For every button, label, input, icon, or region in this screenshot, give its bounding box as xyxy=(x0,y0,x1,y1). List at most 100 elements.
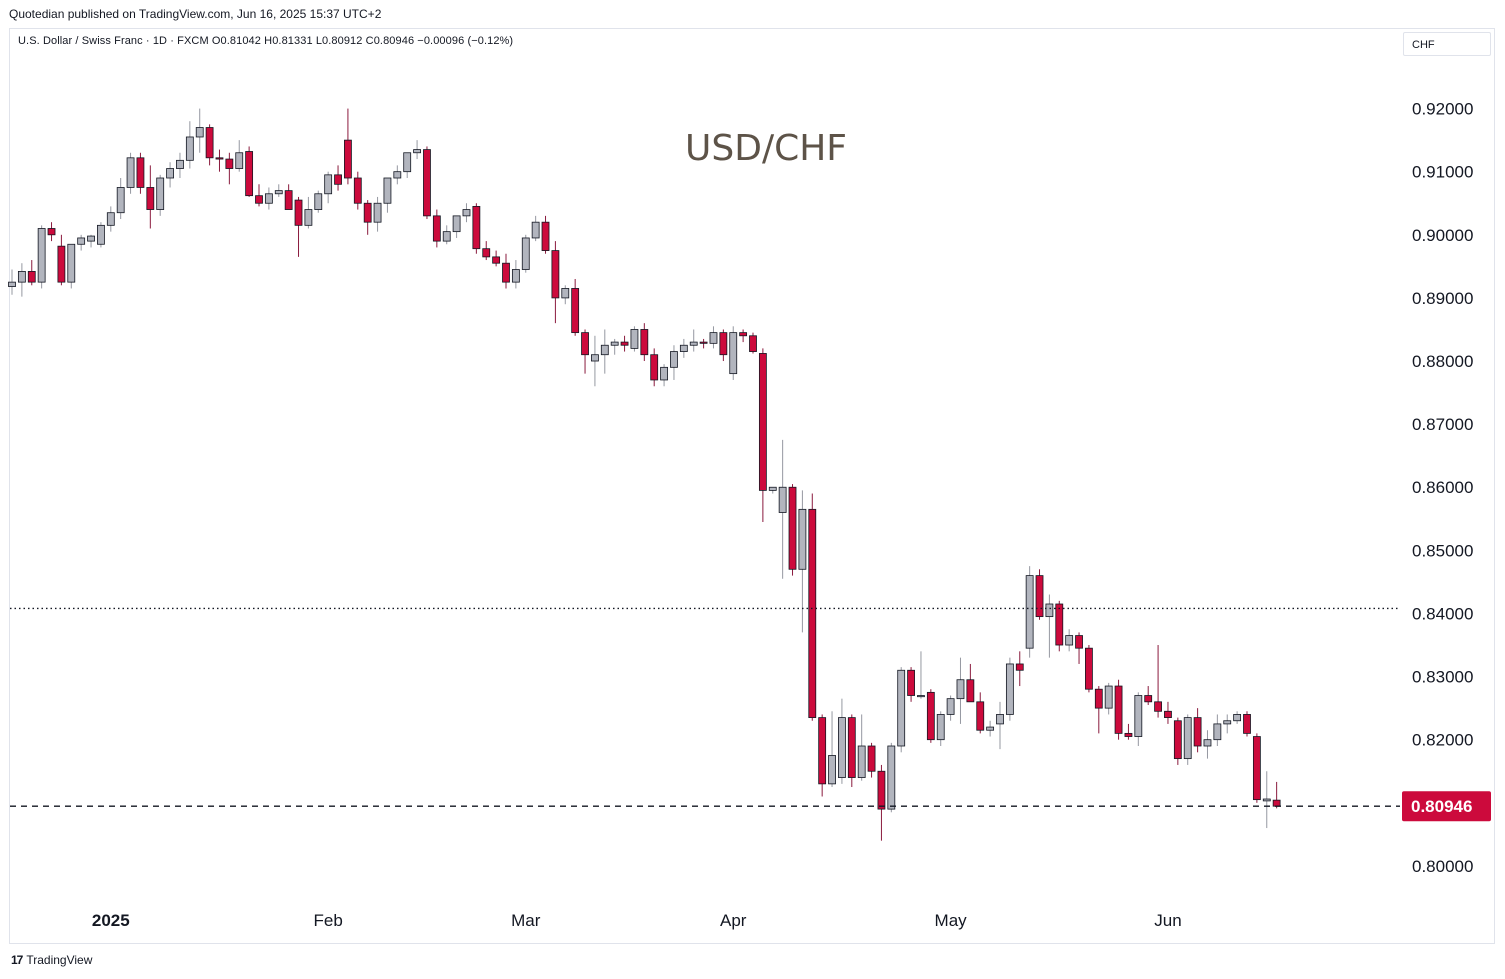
candle-body xyxy=(996,714,1004,725)
last-price-label: 0.80946 xyxy=(1411,797,1472,816)
x-tick-label: Apr xyxy=(720,911,747,930)
candle-body xyxy=(660,366,668,381)
candle-body xyxy=(274,190,283,195)
candle-body xyxy=(1025,575,1034,649)
candle-body xyxy=(57,245,66,283)
candle-body xyxy=(87,235,95,242)
candle-body xyxy=(373,202,382,223)
candle-body xyxy=(1233,714,1242,722)
tradingview-logo-icon: 17 xyxy=(11,953,23,967)
candle-body xyxy=(156,177,165,210)
y-axis: 0.92000 0.91000 0.90000 0.89000 0.88000 0.870… xyxy=(1412,100,1473,876)
candle-body xyxy=(689,341,698,346)
candle-body xyxy=(1272,799,1281,807)
currency-selector[interactable]: CHF xyxy=(1403,32,1491,56)
x-tick-label: May xyxy=(935,911,968,930)
candle-body xyxy=(1094,688,1103,709)
candle-body xyxy=(976,701,985,731)
candle-body xyxy=(116,187,125,214)
candle-body xyxy=(1005,663,1014,715)
candle-body xyxy=(531,221,540,239)
y-tick-label: 0.91000 xyxy=(1412,163,1473,182)
candle-body xyxy=(1262,798,1271,802)
candle-body xyxy=(946,698,955,715)
candle-body xyxy=(1114,685,1123,734)
candle-body xyxy=(1124,732,1133,737)
y-tick-label: 0.89000 xyxy=(1412,289,1473,308)
candle-body xyxy=(1065,635,1074,646)
candle-body xyxy=(304,209,313,226)
y-tick-label: 0.84000 xyxy=(1412,604,1473,623)
candle-body xyxy=(47,228,56,236)
x-tick-label: Jun xyxy=(1154,911,1181,930)
candle-body xyxy=(739,332,748,337)
y-tick-label: 0.90000 xyxy=(1412,226,1473,245)
candle-body xyxy=(334,174,342,185)
candle-body xyxy=(37,228,46,283)
candle-body xyxy=(294,199,303,226)
candle-body xyxy=(600,344,609,356)
y-tick-label: 0.83000 xyxy=(1412,668,1473,687)
candle-body xyxy=(1104,685,1113,709)
candle-body xyxy=(897,669,906,747)
candle-body xyxy=(1252,736,1261,801)
candle-body xyxy=(205,127,214,159)
candle-body xyxy=(778,486,787,513)
candle-body xyxy=(452,215,461,233)
footer-brand[interactable]: 17 TradingView xyxy=(11,953,92,967)
candle-body xyxy=(146,187,155,210)
candle-body xyxy=(1045,603,1054,618)
x-tick-label: Mar xyxy=(511,911,541,930)
candle-body xyxy=(571,288,580,334)
candle-body xyxy=(1144,695,1153,703)
candle-body xyxy=(749,335,757,352)
candle-body xyxy=(225,158,234,169)
candle-body xyxy=(383,177,392,204)
candle-body xyxy=(640,329,649,356)
candle-body xyxy=(1055,603,1064,646)
candle-body xyxy=(176,159,184,169)
candle-body xyxy=(610,341,619,346)
candle-body xyxy=(956,679,965,700)
candle-body xyxy=(1183,717,1192,760)
candle-body xyxy=(492,256,501,264)
candle-body xyxy=(521,237,530,270)
candle-body xyxy=(353,177,362,204)
candle-body xyxy=(462,209,471,217)
candle-body xyxy=(887,745,896,810)
candle-body xyxy=(670,351,678,368)
candle-body xyxy=(818,717,827,785)
candle-body xyxy=(215,157,224,160)
y-tick-label: 0.85000 xyxy=(1412,541,1473,560)
candle-body xyxy=(314,193,323,210)
candle-body xyxy=(17,271,26,283)
candle-body xyxy=(413,149,421,154)
candle-body xyxy=(432,215,441,242)
candle-body xyxy=(709,332,718,344)
y-tick-label: 0.82000 xyxy=(1412,731,1473,750)
candle-body xyxy=(551,250,560,299)
candle-body xyxy=(235,152,244,169)
candle-body xyxy=(1075,635,1083,649)
candle-body xyxy=(284,190,293,210)
candle-body xyxy=(1193,717,1202,747)
y-tick-label: 0.86000 xyxy=(1412,478,1473,497)
candle-body xyxy=(1203,739,1212,747)
candle-body xyxy=(245,151,254,197)
candle-body xyxy=(986,726,995,731)
candle-body xyxy=(126,157,135,188)
candle-body xyxy=(679,344,688,352)
candle-body xyxy=(1085,647,1093,690)
candle-body xyxy=(403,152,412,173)
candle-body xyxy=(27,271,36,283)
candle-body xyxy=(502,262,510,283)
candle-body xyxy=(363,202,372,223)
candle-body xyxy=(1154,701,1162,712)
candle-body xyxy=(867,745,876,772)
candle-body xyxy=(926,691,935,741)
candle-body xyxy=(936,714,945,741)
candle-body xyxy=(630,329,639,349)
y-tick-label: 0.87000 xyxy=(1412,415,1473,434)
publisher-line: Quotedian published on TradingView.com, … xyxy=(9,7,382,21)
